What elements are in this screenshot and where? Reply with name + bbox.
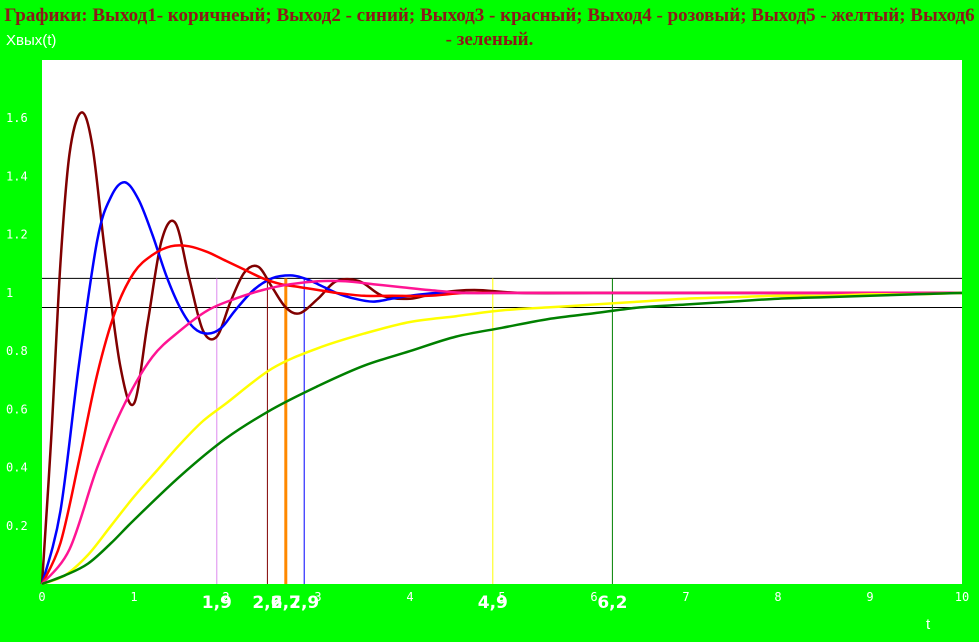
- x-tick-label-2: 2: [222, 590, 229, 604]
- x-tick-label-8: 8: [774, 590, 781, 604]
- settling-marker-label-3: 2,9: [289, 593, 319, 613]
- settling-marker-label-1: 2,6: [252, 593, 282, 613]
- settling-marker-label-0: 1,9: [202, 593, 232, 613]
- y-tick-label-2: 0.6: [6, 402, 28, 416]
- x-tick-label-6: 6: [590, 590, 597, 604]
- x-tick-label-7: 7: [682, 590, 689, 604]
- y-tick-label-3: 0.8: [6, 344, 28, 358]
- y-tick-label-7: 1.6: [6, 111, 28, 125]
- x-tick-label-1: 1: [130, 590, 137, 604]
- x-axis-label: t: [926, 616, 931, 633]
- y-tick-label-6: 1.4: [6, 169, 28, 183]
- x-tick-label-5: 5: [498, 590, 505, 604]
- y-axis-label: Xвых(t): [6, 32, 57, 49]
- y-tick-label-4: 1: [6, 286, 13, 300]
- y-tick-label-1: 0.4: [6, 461, 28, 475]
- x-tick-label-4: 4: [406, 590, 413, 604]
- settling-marker-label-5: 6,2: [597, 593, 627, 613]
- series-line-4: [41, 279, 962, 585]
- series-line-6: [41, 291, 963, 586]
- settling-marker-label-4: 4,9: [478, 593, 508, 613]
- chart-title: Графики: Выход1- коричнеый; Выход2 - син…: [4, 5, 975, 50]
- settling-marker-label-2: 2,7: [271, 593, 301, 613]
- x-tick-label-0: 0: [38, 590, 45, 604]
- x-tick-label-10: 10: [955, 590, 969, 604]
- x-tick-label-3: 3: [314, 590, 321, 604]
- plot-area: [42, 60, 962, 584]
- x-tick-label-9: 9: [866, 590, 873, 604]
- series-line-5: [41, 291, 963, 586]
- y-tick-label-0: 0.2: [6, 519, 28, 533]
- y-tick-label-5: 1.2: [6, 228, 28, 242]
